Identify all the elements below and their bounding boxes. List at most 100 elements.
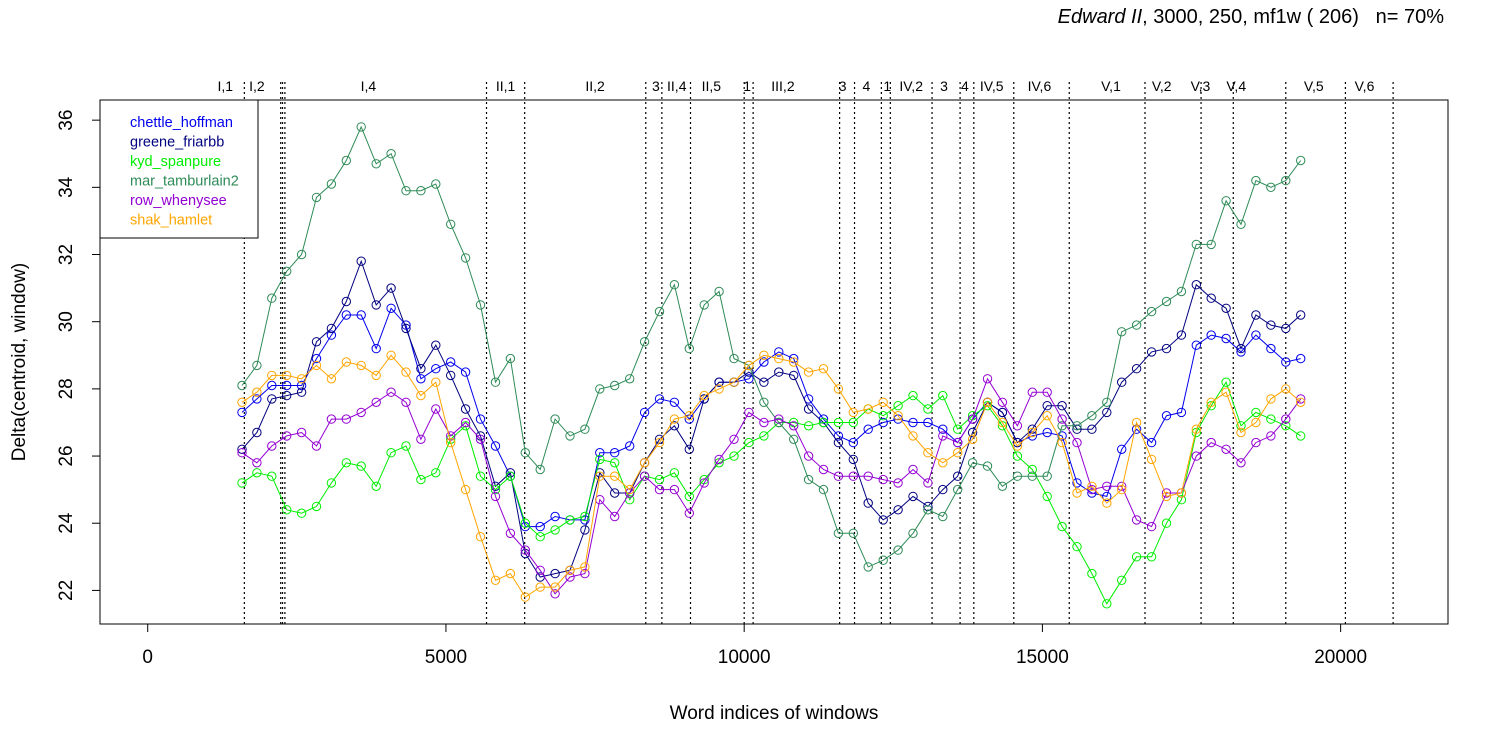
legend-entry: kyd_spanpure — [130, 154, 221, 170]
data-point — [431, 340, 441, 350]
data-point — [1191, 451, 1202, 461]
data-point — [625, 441, 635, 451]
data-point — [893, 414, 903, 424]
data-point — [669, 468, 680, 478]
scene-label: II,2 — [585, 78, 605, 94]
data-point — [356, 461, 366, 471]
data-point — [1117, 327, 1127, 337]
data-point — [1191, 280, 1202, 290]
data-point — [1206, 437, 1216, 448]
title-coverage: n= 70% — [1375, 6, 1444, 28]
data-point — [654, 394, 665, 404]
data-point — [729, 434, 739, 444]
scene-label: II,4 — [667, 78, 687, 94]
data-point — [744, 374, 754, 384]
data-point — [1251, 330, 1261, 340]
data-point — [833, 471, 844, 481]
data-point — [848, 528, 858, 538]
data-point — [729, 353, 739, 364]
data-point — [490, 441, 501, 451]
data-point — [953, 424, 963, 434]
data-point — [639, 407, 650, 418]
data-point — [341, 296, 351, 307]
data-point — [267, 394, 277, 404]
data-point — [774, 414, 784, 424]
data-point — [759, 357, 769, 367]
data-point — [326, 323, 337, 334]
data-point — [1296, 353, 1306, 364]
data-point — [833, 431, 844, 441]
data-point — [237, 380, 247, 391]
series-lines — [237, 122, 1306, 609]
data-point — [818, 484, 829, 495]
data-point — [938, 458, 948, 468]
data-point — [938, 431, 948, 441]
data-point — [326, 330, 337, 340]
data-point — [759, 350, 769, 360]
x-axis-label: Word indices of windows — [670, 703, 879, 724]
data-point — [401, 323, 411, 334]
data-point — [789, 370, 799, 381]
scene-label: V,3 — [1191, 78, 1211, 94]
data-point — [535, 582, 545, 592]
data-point — [953, 471, 963, 481]
data-point — [1161, 491, 1172, 502]
data-point — [475, 532, 486, 542]
data-point — [580, 424, 590, 434]
data-point — [595, 454, 605, 465]
data-point — [237, 397, 247, 407]
data-point — [460, 484, 471, 495]
data-point — [1117, 484, 1127, 495]
data-point — [1027, 387, 1038, 397]
series-line — [241, 381, 1301, 605]
data-point — [789, 357, 799, 367]
data-point — [997, 417, 1008, 428]
data-point — [580, 568, 590, 579]
data-point — [401, 397, 411, 407]
scene-label: II,5 — [702, 78, 722, 94]
data-point — [1012, 451, 1023, 461]
data-point — [520, 545, 530, 555]
data-point — [371, 159, 381, 169]
y-tick-label: 28 — [56, 378, 77, 399]
data-point — [967, 427, 978, 438]
data-point — [475, 471, 486, 481]
data-point — [848, 417, 858, 428]
data-point — [1206, 293, 1216, 303]
data-point — [1266, 394, 1276, 404]
data-point — [460, 253, 471, 263]
data-point — [953, 437, 963, 448]
data-point — [833, 437, 844, 448]
data-point — [416, 434, 426, 444]
data-point — [848, 471, 858, 481]
data-point — [893, 545, 903, 555]
data-point — [1027, 424, 1038, 434]
legend-box — [99, 99, 259, 239]
data-point — [311, 337, 322, 347]
data-point — [252, 427, 262, 438]
data-point — [908, 390, 918, 401]
data-point — [982, 374, 993, 384]
data-point — [848, 454, 858, 465]
data-point — [490, 575, 501, 585]
series-mar-tamburlain2 — [237, 122, 1306, 572]
data-point — [505, 353, 516, 364]
data-point — [878, 397, 888, 407]
data-point — [923, 417, 933, 428]
data-point — [1266, 320, 1276, 330]
scene-label: IV,2 — [899, 78, 923, 94]
data-point — [1296, 155, 1306, 166]
data-point — [252, 458, 262, 468]
data-point — [1072, 421, 1082, 431]
data-point — [1206, 401, 1216, 411]
data-point — [1161, 488, 1172, 498]
data-point — [460, 417, 471, 428]
data-point — [803, 367, 814, 377]
data-point — [714, 384, 724, 394]
data-point — [669, 397, 680, 407]
data-point — [505, 471, 516, 481]
data-point — [803, 404, 814, 414]
y-tick-label: 32 — [56, 244, 77, 265]
scene-boundaries: I,1 I,2 I,4 II,1 II,2 3 II,4 II,5 1 III,2 3 4 1 IV,2 3… — [217, 78, 1394, 624]
